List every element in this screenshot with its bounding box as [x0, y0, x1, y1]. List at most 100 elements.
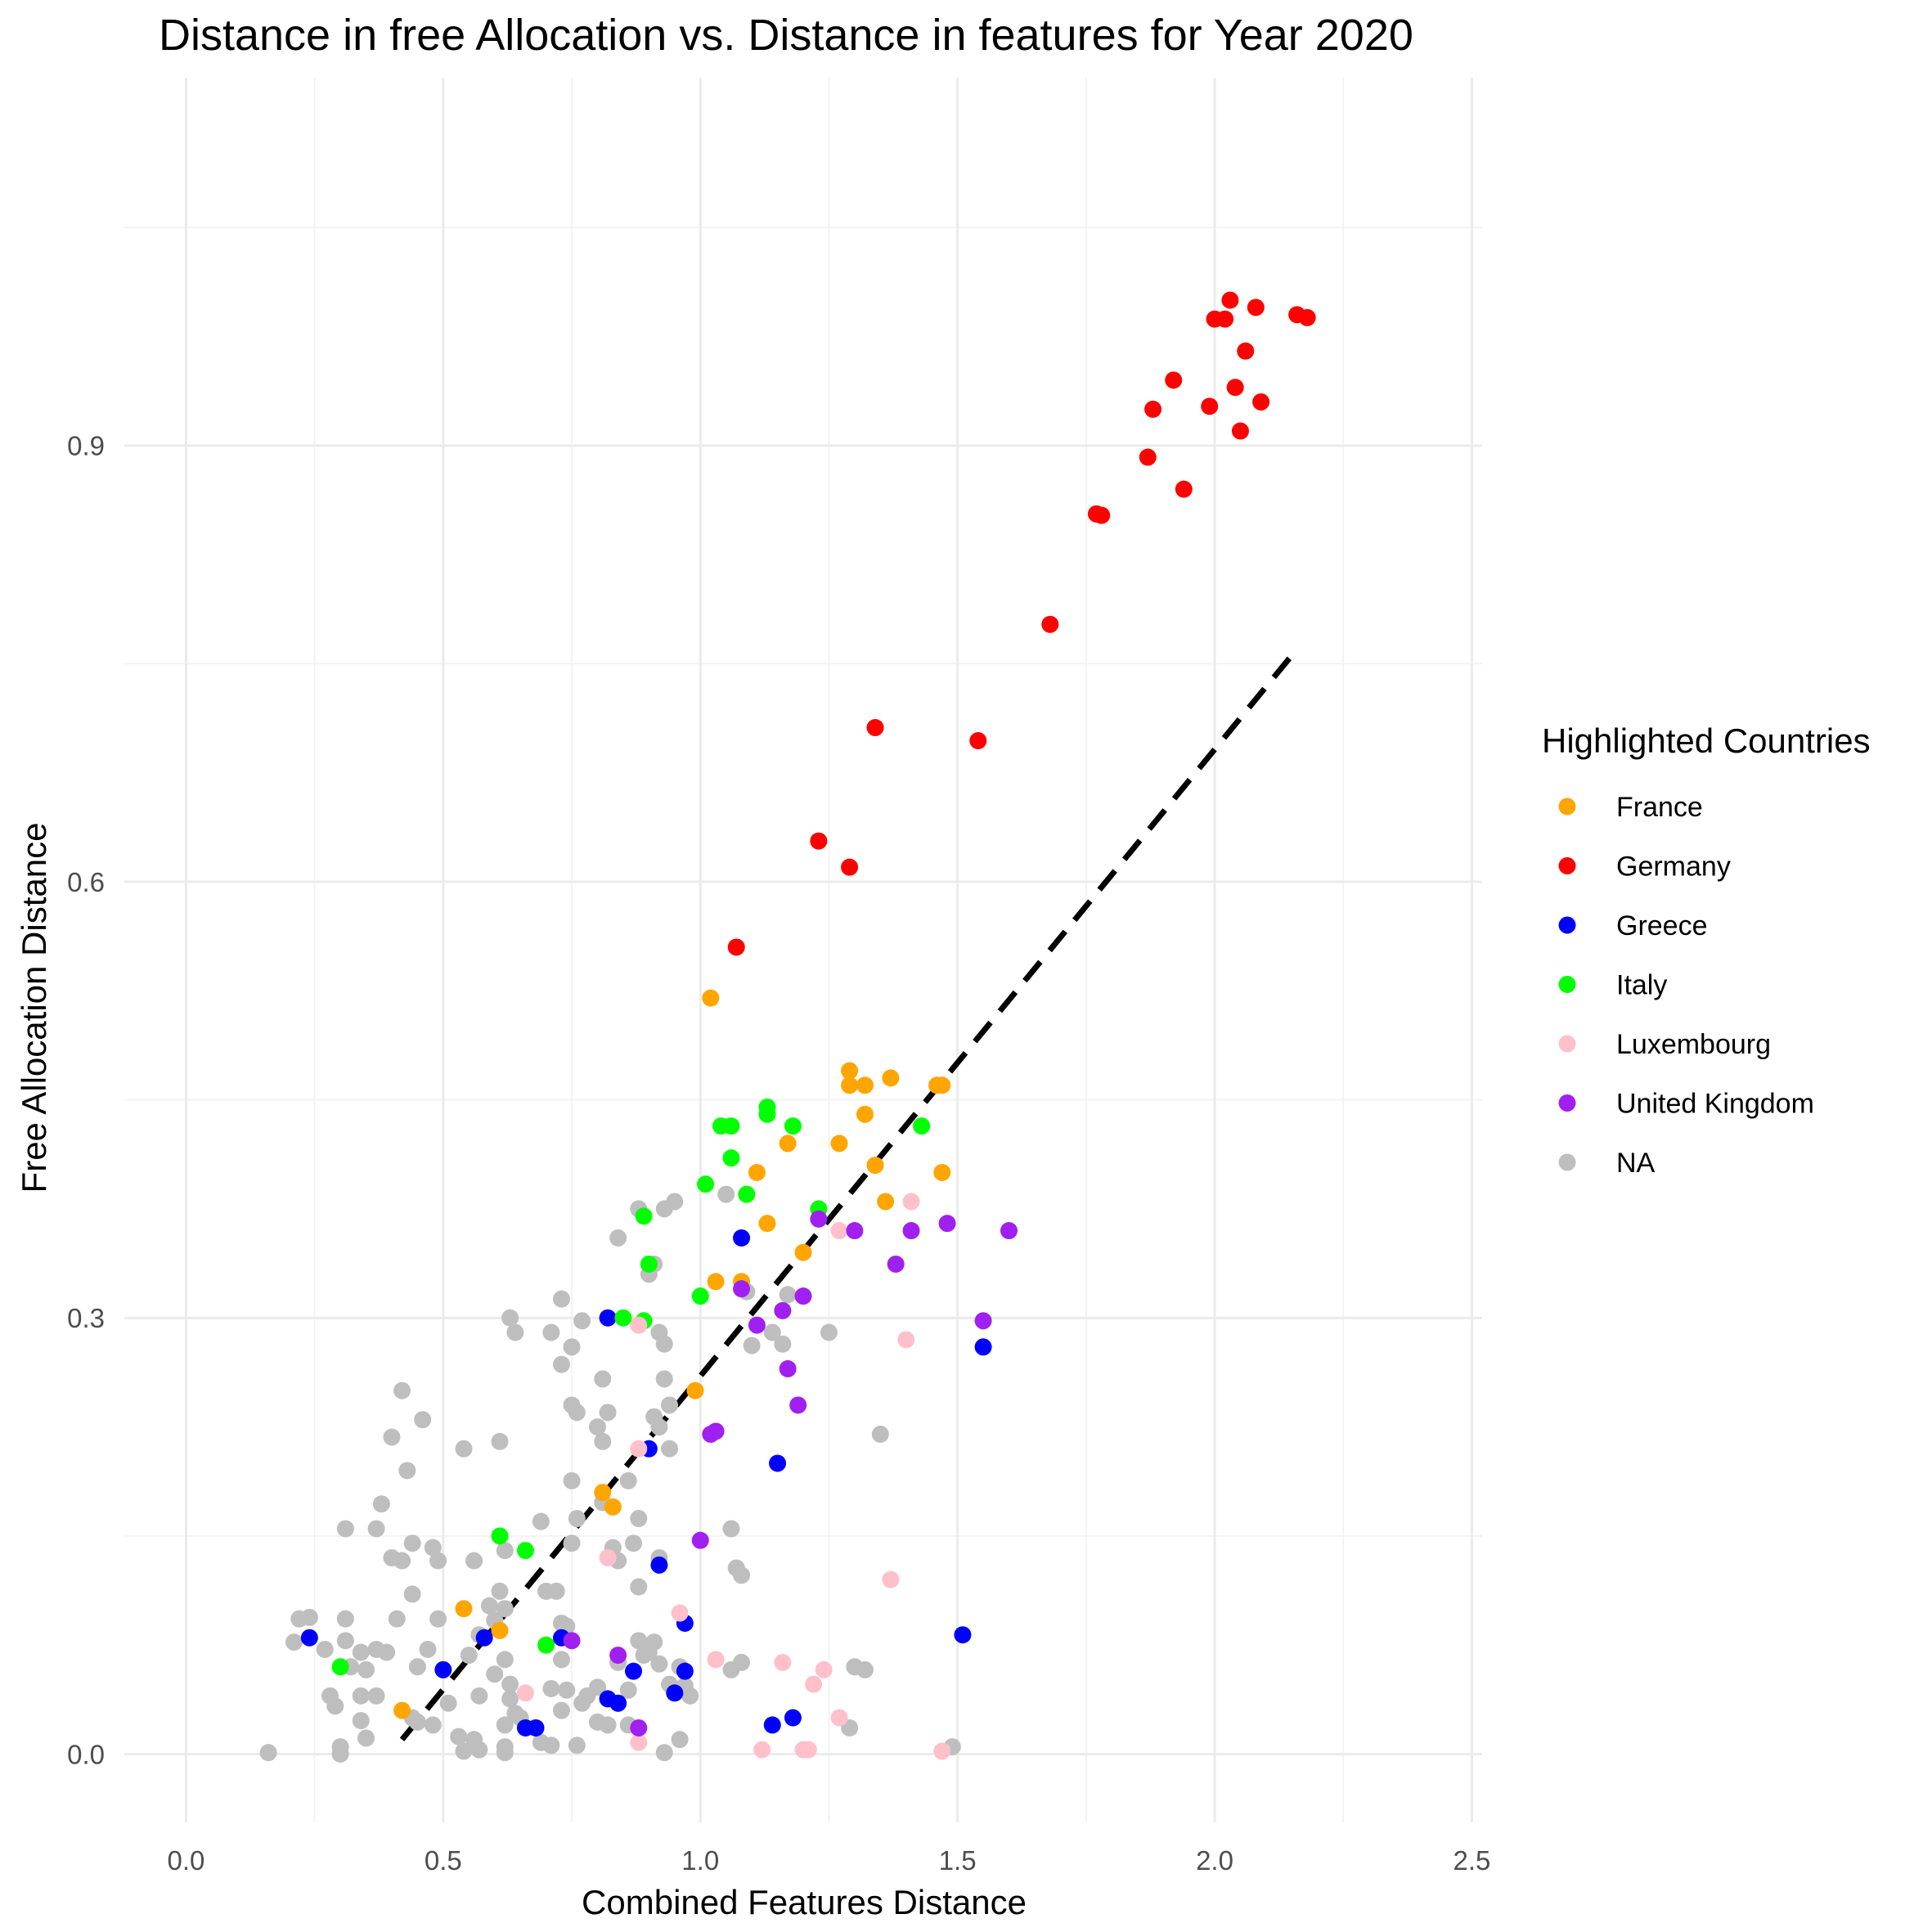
data-point [866, 719, 884, 737]
legend-title: Highlighted Countries [1542, 721, 1871, 760]
data-point [722, 1520, 740, 1538]
x-tick-label: 1.0 [681, 1845, 719, 1876]
legend-label: Greece [1616, 910, 1708, 941]
data-point [763, 1323, 781, 1341]
data-point [336, 1610, 354, 1628]
y-axis-title: Free Allocation Distance [15, 823, 53, 1193]
chart-title: Distance in free Allocation vs. Distance… [159, 11, 1413, 60]
data-point [794, 1243, 812, 1261]
data-point [1226, 379, 1244, 397]
data-point [609, 1647, 627, 1665]
data-point [1175, 480, 1193, 498]
data-point [805, 1675, 823, 1693]
data-point [1216, 310, 1234, 328]
data-point [799, 1741, 817, 1759]
data-point [1165, 371, 1183, 389]
data-point [763, 1716, 781, 1734]
data-point [563, 1632, 581, 1650]
data-point [331, 1658, 349, 1676]
data-point [913, 1117, 931, 1135]
data-point [506, 1323, 524, 1341]
data-point [856, 1660, 874, 1678]
data-point [1144, 400, 1162, 418]
data-point [352, 1643, 370, 1661]
data-point [748, 1163, 766, 1181]
data-point [630, 1578, 648, 1596]
data-point [856, 1105, 874, 1123]
series-united-kingdom [563, 1210, 1018, 1737]
data-point [450, 1728, 468, 1746]
data-point [630, 1316, 648, 1334]
series-italy [331, 1098, 931, 1676]
x-tick-label: 1.5 [939, 1845, 977, 1876]
data-point [810, 1210, 828, 1228]
data-point [429, 1610, 447, 1628]
data-point [774, 1335, 792, 1353]
data-point [486, 1665, 504, 1683]
data-point [434, 1660, 452, 1678]
data-point [974, 1338, 992, 1356]
data-point [902, 1193, 920, 1211]
y-axis-tick-labels: 0.0 0.3 0.6 0.9 [67, 431, 105, 1770]
data-point [439, 1694, 457, 1712]
data-point [300, 1608, 318, 1626]
series-germany [727, 291, 1316, 956]
data-point [455, 1440, 473, 1458]
data-point [691, 1287, 709, 1305]
x-tick-label: 0.5 [425, 1845, 462, 1876]
data-points [259, 291, 1316, 1763]
data-point [419, 1640, 437, 1658]
data-point [666, 1193, 684, 1211]
data-point [1231, 422, 1249, 440]
data-point [316, 1640, 334, 1658]
data-point [614, 1309, 632, 1327]
data-point [563, 1338, 581, 1356]
data-point [352, 1687, 370, 1705]
legend-key [1558, 798, 1576, 815]
data-point [650, 1556, 668, 1574]
data-point [841, 1062, 859, 1080]
x-tick-label: 2.0 [1196, 1845, 1233, 1876]
data-point [877, 1193, 895, 1211]
data-point [691, 1531, 709, 1549]
data-point [1201, 398, 1219, 416]
data-point [367, 1520, 385, 1538]
data-point [830, 1709, 848, 1727]
data-point [563, 1534, 581, 1552]
data-point [933, 1076, 951, 1094]
data-point [938, 1215, 956, 1233]
data-point [902, 1222, 920, 1240]
data-point [491, 1527, 509, 1545]
data-point [753, 1741, 771, 1759]
data-point [789, 1396, 807, 1414]
data-point [655, 1370, 673, 1388]
data-point [882, 1069, 900, 1087]
data-point [630, 1510, 648, 1528]
data-point [882, 1570, 900, 1588]
data-point [475, 1629, 493, 1647]
data-point [552, 1355, 570, 1373]
data-point [650, 1655, 668, 1673]
data-point [661, 1396, 679, 1414]
data-point [408, 1658, 426, 1676]
data-point [259, 1744, 277, 1762]
data-point [856, 1076, 874, 1094]
y-tick-label: 0.0 [67, 1739, 105, 1769]
data-point [1237, 342, 1255, 360]
data-point [568, 1737, 586, 1755]
data-point [866, 1157, 884, 1175]
legend: Highlighted Countries France Germany Greec… [1542, 721, 1871, 1179]
data-point [367, 1687, 385, 1705]
data-point [655, 1744, 673, 1762]
data-point [871, 1425, 889, 1443]
data-point [542, 1737, 560, 1755]
data-point [609, 1229, 627, 1247]
data-point [398, 1462, 416, 1480]
x-axis-tick-labels: 0.0 0.5 1.0 1.5 2.0 2.5 [168, 1845, 1491, 1876]
data-point [676, 1662, 694, 1680]
data-point [774, 1301, 792, 1319]
data-point [496, 1651, 514, 1669]
y-tick-label: 0.3 [67, 1303, 105, 1333]
data-point [465, 1552, 483, 1570]
data-point [496, 1716, 514, 1734]
